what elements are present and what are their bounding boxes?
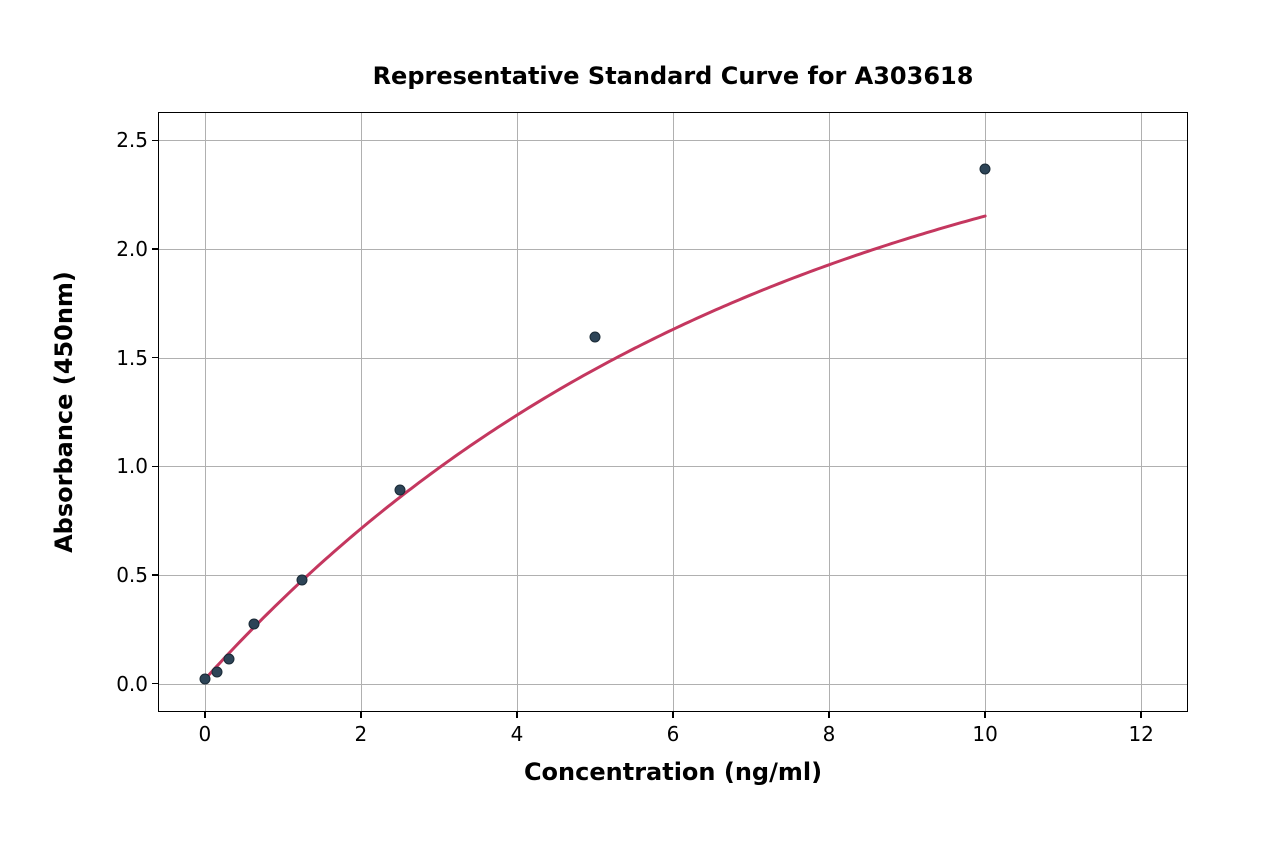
x-tick (204, 712, 206, 718)
data-point (248, 618, 259, 629)
x-tick-label: 4 (511, 722, 524, 746)
x-tick-label: 6 (667, 722, 680, 746)
y-tick-label: 1.0 (112, 454, 148, 478)
standard-curve-chart: Representative Standard Curve for A30361… (0, 0, 1280, 845)
data-point (224, 653, 235, 664)
y-tick (152, 574, 158, 576)
x-axis-label: Concentration (ng/ml) (524, 758, 822, 786)
x-tick-label: 10 (972, 722, 997, 746)
x-tick (828, 712, 830, 718)
x-tick-label: 0 (198, 722, 211, 746)
data-point (589, 332, 600, 343)
y-tick (152, 357, 158, 359)
y-tick-label: 1.5 (112, 346, 148, 370)
y-tick (152, 248, 158, 250)
data-point (199, 674, 210, 685)
y-axis-label: Absorbance (450nm) (50, 271, 78, 553)
y-tick-label: 2.0 (112, 237, 148, 261)
y-tick (152, 683, 158, 685)
y-tick-label: 2.5 (112, 128, 148, 152)
x-tick (672, 712, 674, 718)
x-tick (360, 712, 362, 718)
data-point (980, 163, 991, 174)
x-tick (984, 712, 986, 718)
fitted-curve (158, 112, 1188, 712)
x-tick (516, 712, 518, 718)
x-tick (1140, 712, 1142, 718)
x-tick-label: 2 (355, 722, 368, 746)
y-tick (152, 466, 158, 468)
y-tick-label: 0.5 (112, 563, 148, 587)
data-point (211, 666, 222, 677)
data-point (297, 575, 308, 586)
data-point (394, 485, 405, 496)
chart-title: Representative Standard Curve for A30361… (373, 62, 974, 90)
x-tick-label: 12 (1128, 722, 1153, 746)
plot-area (158, 112, 1188, 712)
x-tick-label: 8 (823, 722, 836, 746)
y-tick (152, 140, 158, 142)
y-tick-label: 0.0 (112, 672, 148, 696)
